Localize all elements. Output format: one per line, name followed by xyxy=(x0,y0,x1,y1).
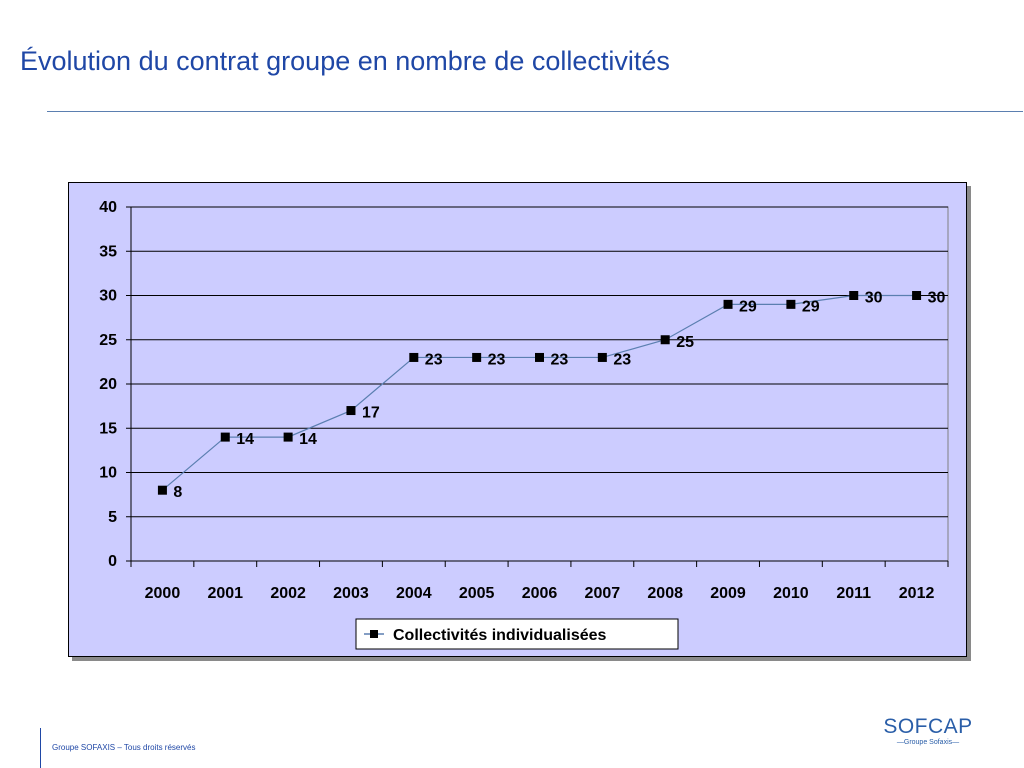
x-tick-label: 2006 xyxy=(522,585,558,602)
title-divider xyxy=(47,111,1023,112)
logo-main-text: SOFCAP xyxy=(883,715,973,738)
logo-sub-text: —Groupe Sofaxis— xyxy=(896,739,960,746)
data-point-marker xyxy=(723,299,733,309)
data-label: 23 xyxy=(425,351,443,368)
legend-box xyxy=(355,618,679,650)
y-tick-label: 0 xyxy=(108,553,117,570)
legend-label: Collectivités individualisées xyxy=(393,627,607,644)
data-label: 30 xyxy=(928,290,946,307)
x-tick-label: 2007 xyxy=(585,585,621,602)
data-label: 23 xyxy=(488,351,506,368)
x-tick-label: 2005 xyxy=(459,585,495,602)
data-point-marker xyxy=(220,432,230,442)
data-point-marker xyxy=(535,352,544,362)
data-point-marker xyxy=(660,335,670,345)
data-label: 14 xyxy=(236,431,254,448)
x-tick-label: 2008 xyxy=(647,585,683,602)
line-chart: 0 5 10 15 20 25 30 35 40 2000 2001 2002 2003 2004 2005… xyxy=(99,199,949,650)
data-label: 29 xyxy=(739,298,757,315)
data-point-marker xyxy=(283,432,293,442)
y-tick-label: 5 xyxy=(108,509,117,526)
y-tick-label: 10 xyxy=(99,465,117,482)
footer-copyright: Groupe SOFAXIS – Tous droits réservés xyxy=(52,743,196,752)
legend-marker-swatch xyxy=(370,630,378,638)
data-label: 8 xyxy=(173,484,182,501)
y-tick-label: 40 xyxy=(99,199,117,216)
data-point-marker xyxy=(409,352,419,362)
data-point-marker xyxy=(597,352,607,362)
data-point-marker xyxy=(786,299,796,309)
data-point-marker xyxy=(912,291,922,300)
x-tick-label: 2010 xyxy=(773,585,809,602)
y-tick-label: 20 xyxy=(99,376,117,393)
data-point-marker xyxy=(157,485,167,495)
data-label: 14 xyxy=(299,431,317,448)
y-tick-label: 30 xyxy=(99,288,117,305)
data-label: 25 xyxy=(676,334,694,351)
chart-area: 0 5 10 15 20 25 30 35 40 2000 2001 2002 2003 2004 2005… xyxy=(68,182,967,657)
data-point-marker xyxy=(346,406,356,416)
data-label: 30 xyxy=(865,290,883,307)
x-tick-label: 2000 xyxy=(145,585,181,602)
x-tick-label: 2003 xyxy=(333,585,369,602)
y-tick-label: 15 xyxy=(99,420,117,437)
x-tick-label: 2001 xyxy=(207,585,243,602)
footer-divider xyxy=(40,728,41,768)
x-tick-label: 2004 xyxy=(396,585,432,602)
sofcap-logo: SOFCAP —Groupe Sofaxis— xyxy=(880,716,976,750)
data-label: 23 xyxy=(613,351,631,368)
y-tick-label: 35 xyxy=(99,243,117,260)
x-tick-label: 2009 xyxy=(710,585,746,602)
x-tick-label: 2011 xyxy=(836,585,871,602)
data-label: 29 xyxy=(802,298,820,315)
x-tick-label: 2002 xyxy=(270,585,306,602)
data-point-marker xyxy=(472,352,482,362)
data-point-marker xyxy=(849,291,859,300)
y-tick-label: 25 xyxy=(99,332,117,349)
data-label: 23 xyxy=(551,351,569,368)
data-label: 17 xyxy=(362,405,380,422)
x-tick-label: 2012 xyxy=(899,585,935,602)
slide-title: Évolution du contrat groupe en nombre de… xyxy=(20,46,670,76)
